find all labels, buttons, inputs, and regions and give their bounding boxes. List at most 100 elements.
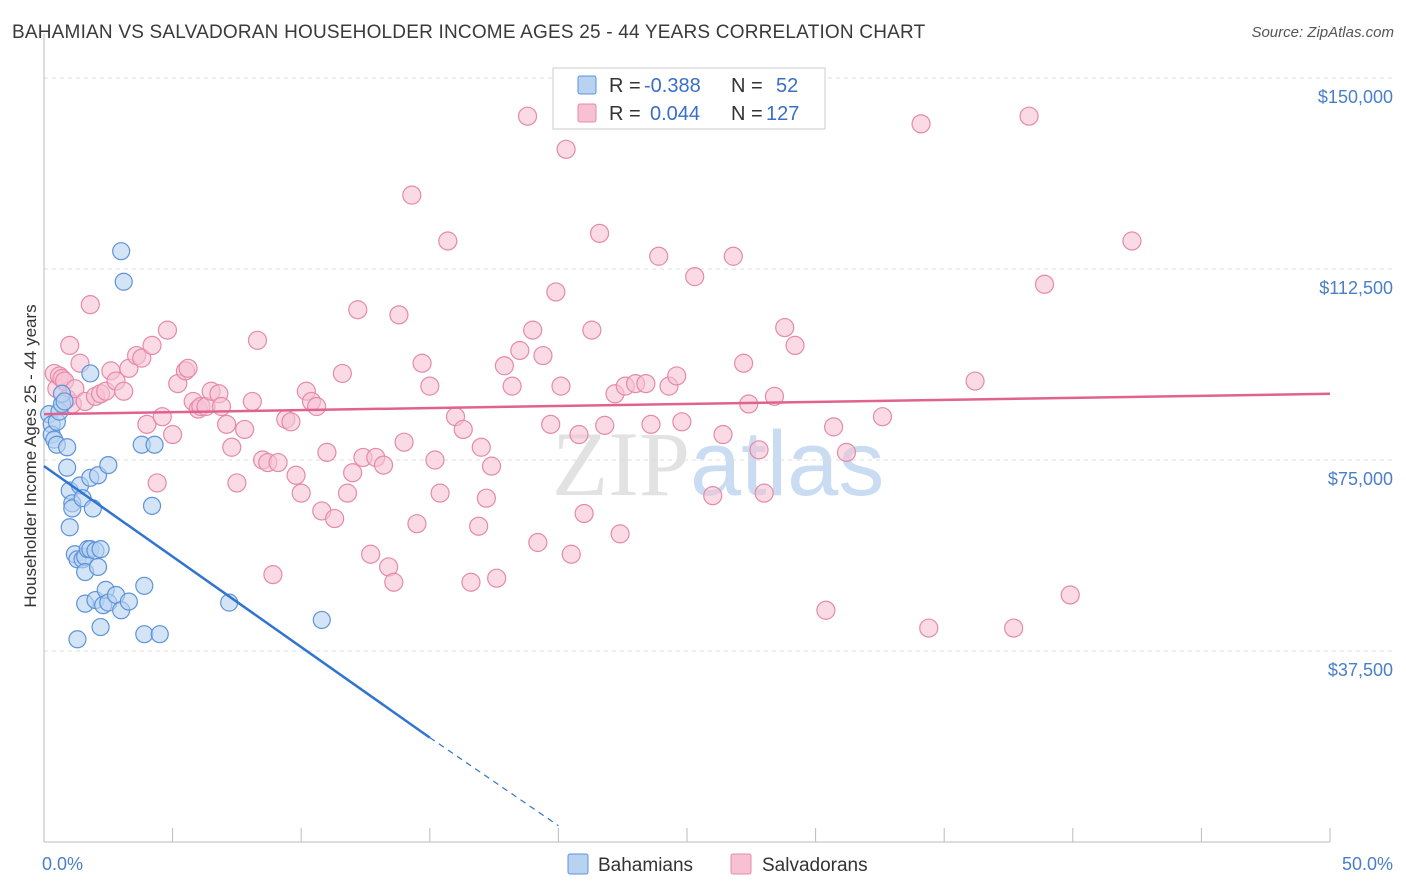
salvadoran-point: [610, 524, 630, 544]
salvadoran-point: [481, 456, 502, 476]
bahamian-point: [119, 592, 138, 611]
bahamian-point: [99, 455, 118, 475]
bahamian-point: [145, 435, 164, 454]
salvadoran-point: [510, 340, 530, 361]
bahamian-point: [91, 617, 110, 637]
salvadoran-point: [373, 455, 394, 475]
salvadoran-point: [325, 508, 345, 529]
bahamian-point: [55, 392, 74, 411]
salvadoran-point: [332, 363, 352, 384]
salvadoran-point: [667, 366, 687, 386]
salvadoran-points: [44, 106, 1142, 638]
legend-r-label-bahamians: R =: [609, 75, 641, 97]
bahamian-point: [114, 272, 133, 291]
y-tick-labels: $37,500 $75,000 $112,500 $150,000: [1318, 87, 1393, 680]
source-credit: Source: ZipAtlas.com: [1251, 24, 1394, 41]
bahamian-point: [58, 458, 77, 477]
salvadoran-point: [546, 282, 566, 302]
salvadoran-point: [343, 463, 363, 483]
chart-title: BAHAMIAN VS SALVADORAN HOUSEHOLDER INCOM…: [12, 22, 926, 43]
bahamian-point: [88, 557, 108, 577]
bahamian-point: [83, 499, 102, 518]
salvadoran-point: [636, 374, 656, 394]
salvadoran-point: [775, 317, 795, 338]
salvadoran-point: [114, 381, 134, 401]
salvadoran-point: [551, 376, 571, 396]
salvadoran-point: [348, 300, 368, 320]
legend-swatch-salvadorans: [577, 103, 597, 123]
y-tick-label: $150,000: [1318, 87, 1393, 107]
salvadoran-point: [1060, 585, 1080, 605]
salvadoran-point: [453, 419, 473, 440]
y-tick-label: $75,000: [1328, 469, 1393, 489]
grid: [44, 77, 1395, 652]
salvadoran-point: [824, 417, 844, 437]
bottom-legend-label-salvadorans: Salvadorans: [762, 855, 868, 876]
salvadoran-point: [307, 396, 327, 417]
salvadoran-point: [523, 320, 543, 340]
bottom-legend-label-bahamians: Bahamians: [598, 855, 693, 876]
salvadoran-point: [1019, 106, 1039, 126]
salvadoran-point: [142, 335, 162, 355]
salvadoran-point: [60, 335, 80, 355]
salvadoran-point: [157, 320, 178, 340]
salvadoran-point: [764, 386, 785, 406]
y-tick-label: $37,500: [1328, 660, 1393, 680]
salvadoran-point: [268, 452, 288, 473]
salvadoran-point: [430, 483, 450, 503]
salvadoran-point: [785, 335, 805, 355]
salvadoran-point: [911, 114, 931, 134]
salvadoran-point: [649, 246, 669, 266]
salvadoran-point: [281, 412, 301, 432]
salvadoran-point: [263, 564, 283, 585]
y-axis-label: Householder Income Ages 25 - 44 years: [21, 304, 40, 607]
legend: R = -0.388 N = 52 R = 0.044 N = 127: [552, 67, 826, 130]
salvadoran-point: [574, 503, 594, 524]
salvadoran-point: [412, 353, 432, 373]
salvadoran-point: [389, 305, 409, 325]
bahamian-point: [150, 625, 169, 644]
salvadoran-point: [672, 412, 692, 432]
legend-n-value-salvadorans: 127: [766, 103, 799, 125]
salvadoran-point: [733, 353, 754, 373]
salvadoran-point: [80, 295, 100, 315]
salvadoran-point: [317, 442, 337, 462]
salvadoran-point: [337, 483, 358, 503]
bahamian-point: [142, 496, 162, 515]
bahamian-point: [135, 625, 154, 644]
salvadoran-point: [533, 345, 553, 366]
bahamian-point: [60, 518, 79, 537]
salvadoran-point: [235, 419, 255, 440]
bahamian-point: [68, 630, 87, 649]
salvadoran-point: [152, 407, 172, 427]
salvadoran-point: [872, 407, 893, 427]
salvadoran-point: [589, 223, 610, 243]
salvadoran-point: [561, 544, 581, 564]
trend-lines: [43, 392, 1331, 827]
salvadoran-point: [502, 376, 522, 396]
salvadoran-point: [384, 572, 404, 592]
salvadoran-point: [461, 572, 481, 592]
salvadoran-point: [438, 231, 458, 251]
bahamian-point: [81, 364, 100, 383]
salvadoran-point: [569, 424, 589, 445]
bahamian-point: [112, 242, 131, 261]
bahamian-point: [135, 576, 154, 595]
salvadoran-point: [425, 450, 445, 470]
salvadoran-trend-line: [43, 392, 1331, 416]
salvadoran-point: [713, 424, 733, 445]
salvadoran-point: [1122, 231, 1142, 251]
legend-swatch-bahamians: [577, 75, 597, 95]
legend-r-value-salvadorans: 0.044: [650, 103, 700, 125]
salvadoran-point: [556, 139, 576, 159]
bottom-legend-swatch-bahamians: [567, 853, 589, 875]
bottom-legend-swatch-salvadorans: [730, 853, 752, 875]
salvadoran-point: [178, 358, 198, 378]
y-tick-label: $112,500: [1319, 278, 1393, 298]
salvadoran-point: [222, 437, 242, 457]
bahamian-points: [40, 242, 331, 649]
salvadoran-point: [211, 396, 232, 417]
salvadoran-point: [291, 483, 311, 503]
salvadoran-point: [641, 414, 661, 434]
